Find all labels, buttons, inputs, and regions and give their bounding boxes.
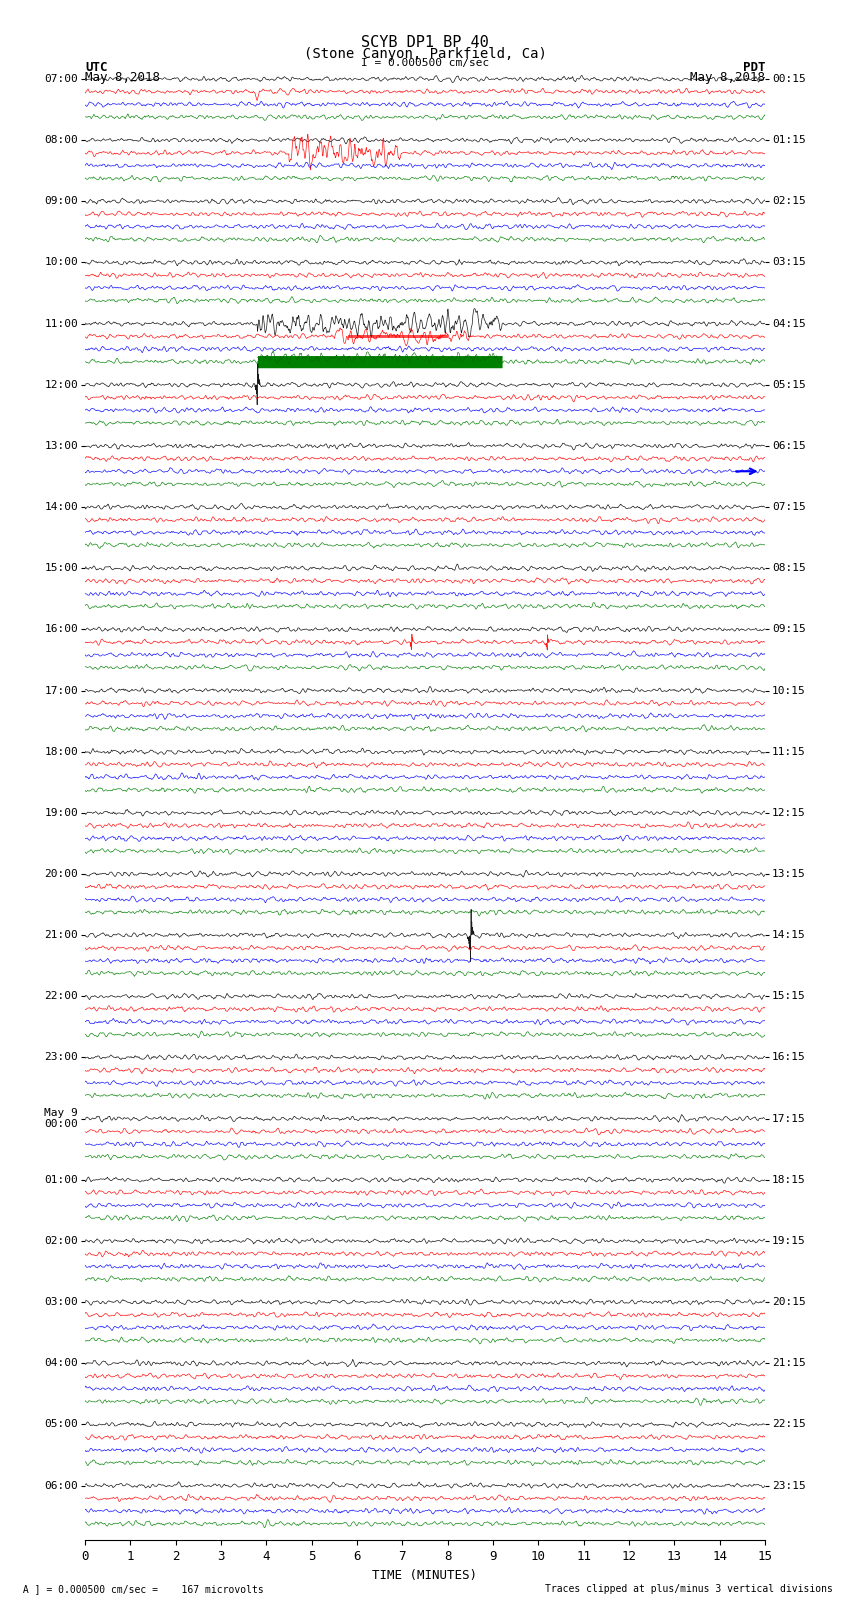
Text: SCYB DP1 BP 40: SCYB DP1 BP 40 — [361, 35, 489, 50]
Text: May 8,2018: May 8,2018 — [690, 71, 765, 84]
Text: Traces clipped at plus/minus 3 vertical divisions: Traces clipped at plus/minus 3 vertical … — [545, 1584, 833, 1594]
Text: May 8,2018: May 8,2018 — [85, 71, 160, 84]
Text: I = 0.000500 cm/sec: I = 0.000500 cm/sec — [361, 58, 489, 68]
X-axis label: TIME (MINUTES): TIME (MINUTES) — [372, 1569, 478, 1582]
Text: A ] = 0.000500 cm/sec =    167 microvolts: A ] = 0.000500 cm/sec = 167 microvolts — [17, 1584, 264, 1594]
Text: (Stone Canyon, Parkfield, Ca): (Stone Canyon, Parkfield, Ca) — [303, 47, 547, 61]
Text: PDT: PDT — [743, 61, 765, 74]
Text: UTC: UTC — [85, 61, 107, 74]
